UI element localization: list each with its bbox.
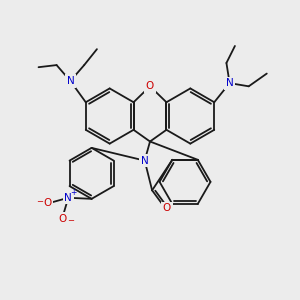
Text: N: N xyxy=(64,193,72,203)
Text: O: O xyxy=(146,81,154,91)
Text: +: + xyxy=(70,188,77,197)
Text: O: O xyxy=(163,203,171,213)
Text: −: − xyxy=(67,217,74,226)
Text: −: − xyxy=(36,197,43,206)
Text: O: O xyxy=(43,198,51,208)
Text: N: N xyxy=(141,156,148,166)
Text: N: N xyxy=(226,78,233,88)
Text: O: O xyxy=(59,214,67,224)
Text: N: N xyxy=(67,76,74,86)
